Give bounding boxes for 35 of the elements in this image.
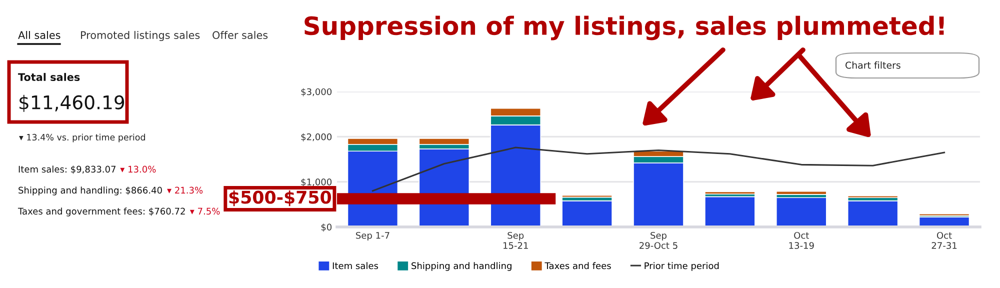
- bar: [562, 200, 612, 227]
- x-tick-label: Oct 27-31: [932, 232, 957, 249]
- bar: [847, 200, 898, 227]
- legend-label: Taxes and fees: [544, 262, 611, 270]
- legend-label: Shipping and handling: [412, 262, 512, 271]
- text: Chart filters: [846, 61, 900, 69]
- legend-label: Prior time period: [644, 262, 719, 271]
- line-series: [372, 146, 946, 192]
- text: Shipping and handling: $866.40: [18, 186, 162, 196]
- text: Total sales: [18, 72, 80, 82]
- y-tick-label: $0: [321, 224, 332, 232]
- chart-title: Suppression of my listings, sales plummeted!: [304, 16, 944, 40]
- bar: [776, 197, 827, 227]
- text: ▾ 13.4% vs. prior time period: [19, 134, 145, 142]
- x-tick-label: Sep 1-7: [356, 232, 390, 241]
- text: All sales: [18, 30, 60, 40]
- text: ▾ 21.3%: [167, 186, 203, 194]
- bar: [704, 191, 756, 194]
- x-tick-label: Sep 29-Oct 5: [640, 232, 678, 249]
- text: Taxes and government fees: $760.72: [18, 208, 185, 216]
- x-tick-label: Oct 13-19: [789, 232, 814, 249]
- text: Promoted listings sales: [81, 30, 200, 42]
- legend-label: Item sales: [332, 262, 378, 270]
- bar: [704, 196, 756, 227]
- y-tick-label: $2,000: [301, 133, 332, 142]
- text: ▾ 7.5%: [190, 208, 220, 215]
- y-tick-label: $3,000: [301, 88, 332, 96]
- text: Offer sales: [212, 30, 268, 40]
- text: Item sales: $9,833.07: [18, 166, 116, 174]
- x-tick-label: Sep 15-21: [503, 232, 528, 249]
- band-label: $500-$750: [229, 190, 332, 206]
- y-tick-label: $1,000: [301, 178, 332, 187]
- text: $11,460.19: [20, 94, 124, 112]
- bar: [776, 190, 827, 195]
- text: ▾ 13.0%: [120, 166, 156, 173]
